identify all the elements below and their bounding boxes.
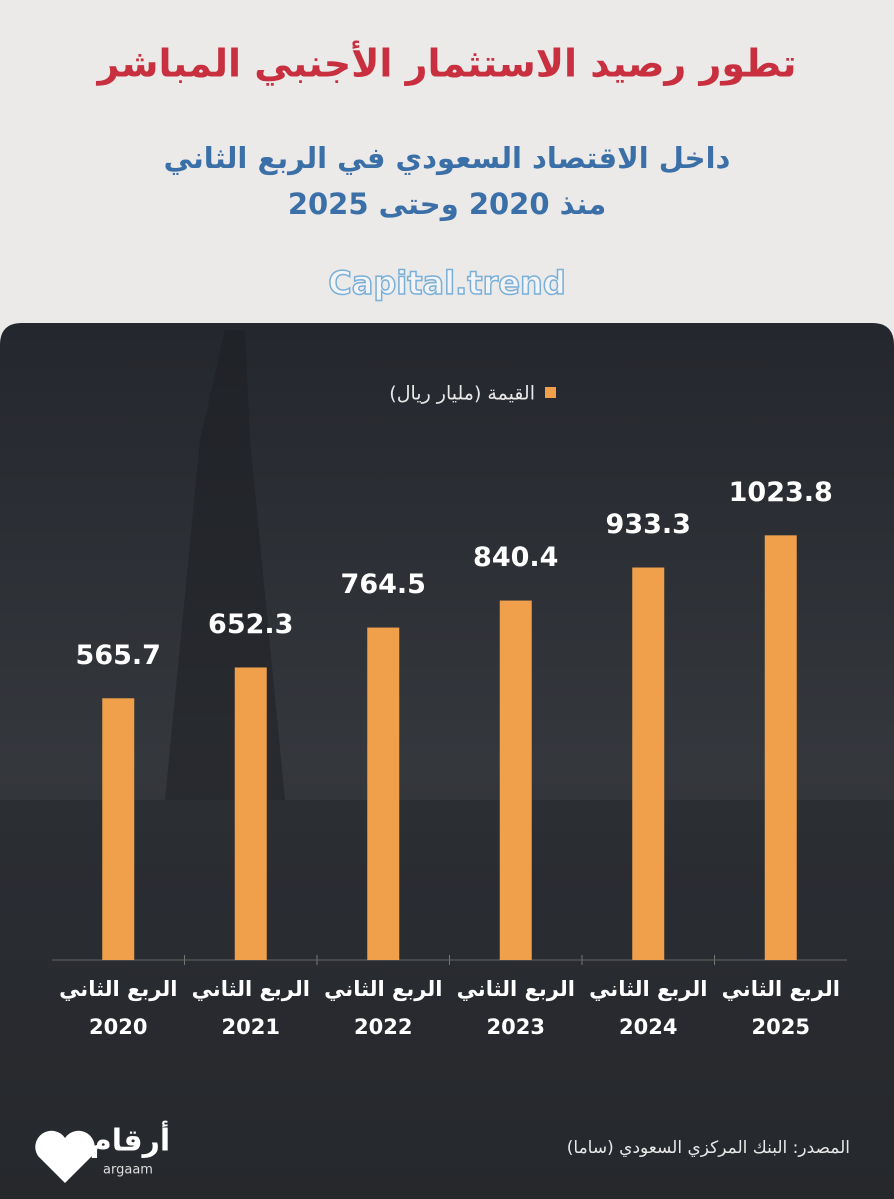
x-tick-label: 2022 bbox=[354, 1015, 412, 1039]
x-tick-label: الربع الثاني bbox=[59, 977, 177, 1001]
subtitle: داخل الاقتصاد السعودي في الربع الثاني bbox=[164, 141, 731, 175]
x-tick-label: الربع الثاني bbox=[192, 977, 310, 1001]
bar bbox=[367, 627, 400, 960]
watermark: Capital.trend bbox=[328, 264, 565, 302]
legend-swatch bbox=[545, 387, 556, 398]
value-label: 652.3 bbox=[208, 609, 293, 640]
value-label: 840.4 bbox=[473, 542, 558, 573]
title: تطور رصيد الاستثمار الأجنبي المباشر bbox=[95, 40, 796, 86]
logo-latin: argaam bbox=[103, 1163, 153, 1178]
x-tick-label: 2020 bbox=[89, 1015, 147, 1039]
x-tick-label: الربع الثاني bbox=[457, 977, 575, 1001]
heart-icon bbox=[35, 1130, 95, 1183]
city-silhouette bbox=[0, 800, 894, 1199]
value-label: 764.5 bbox=[341, 569, 426, 600]
value-label: 565.7 bbox=[76, 640, 161, 671]
x-tick-label: 2025 bbox=[752, 1015, 810, 1039]
bar bbox=[102, 698, 135, 960]
x-tick-label: 2021 bbox=[222, 1015, 280, 1039]
header-bg bbox=[0, 0, 894, 330]
x-tick-label: الربع الثاني bbox=[589, 977, 707, 1001]
source: المصدر: البنك المركزي السعودي (ساما) bbox=[567, 1138, 850, 1158]
value-label: 1023.8 bbox=[729, 477, 833, 508]
value-label: 933.3 bbox=[606, 509, 691, 540]
x-tick-label: 2024 bbox=[619, 1015, 677, 1039]
bar bbox=[764, 535, 797, 960]
x-tick-label: 2023 bbox=[487, 1015, 545, 1039]
bar bbox=[499, 600, 532, 960]
logo: أرقام bbox=[90, 1121, 170, 1159]
subtitle: منذ 2020 وحتى 2025 bbox=[288, 187, 606, 221]
bar bbox=[234, 667, 267, 960]
x-tick-label: الربع الثاني bbox=[324, 977, 442, 1001]
x-tick-label: الربع الثاني bbox=[722, 977, 840, 1001]
bar bbox=[632, 567, 665, 960]
legend-label: القيمة (مليار ريال) bbox=[389, 383, 535, 405]
